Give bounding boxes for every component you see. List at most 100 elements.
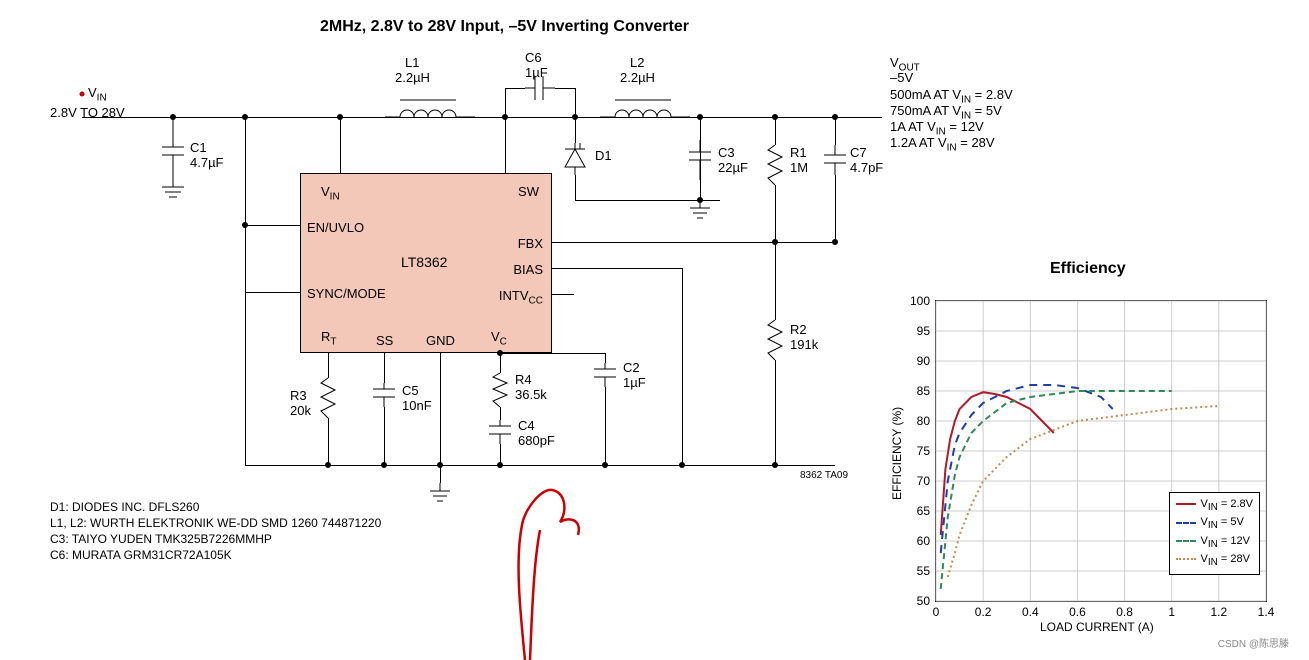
c4-value: 680pF xyxy=(518,433,555,448)
l1-value: 2.2µH xyxy=(395,70,430,85)
hand-annotation xyxy=(470,480,610,660)
pin-intvcc: INTVCC xyxy=(499,288,543,307)
l1-symbol xyxy=(385,90,475,120)
legend-row: VIN = 5V xyxy=(1176,515,1253,533)
l2-symbol xyxy=(600,90,690,120)
l2-name: L2 xyxy=(630,55,644,70)
wire-left-return xyxy=(245,292,246,465)
wire-fbx-rail xyxy=(552,242,835,243)
pin-bias: BIAS xyxy=(513,262,543,277)
c7-value: 4.7pF xyxy=(850,160,883,175)
vin-label: VIN xyxy=(88,85,107,104)
wire-c2-b xyxy=(605,387,606,465)
ytick: 70 xyxy=(917,474,936,488)
node-c7b xyxy=(832,239,838,245)
r2-symbol xyxy=(765,320,785,360)
wire-bias-drop xyxy=(682,268,683,465)
c4-symbol xyxy=(485,420,515,444)
node-c3t xyxy=(697,114,703,120)
wire-bottom-rail xyxy=(245,465,835,466)
c5-name: C5 xyxy=(402,383,419,398)
c1-name: C1 xyxy=(190,140,207,155)
ytick: 65 xyxy=(917,504,936,518)
ytick: 55 xyxy=(917,564,936,578)
ytick: 90 xyxy=(917,354,936,368)
wire-bias xyxy=(552,268,682,269)
node-vc xyxy=(497,350,503,356)
c5-value: 10nF xyxy=(402,398,432,413)
wire-rt xyxy=(328,353,329,378)
chart-title: Efficiency xyxy=(1050,260,1126,278)
wire-vc-to-c2-split xyxy=(500,353,605,354)
pin-fbx: FBX xyxy=(518,236,543,251)
drawing-tag: 8362 TA09 xyxy=(800,470,848,481)
r2-name: R2 xyxy=(790,322,807,337)
ytick: 80 xyxy=(917,414,936,428)
note-c6: C6: MURATA GRM31CR72A105K xyxy=(50,548,232,563)
xtick: 0.2 xyxy=(975,601,992,619)
pin-sw: SW xyxy=(518,184,539,199)
node-r3b xyxy=(325,462,331,468)
pin-vin: VIN xyxy=(321,184,340,203)
wire-c7-t xyxy=(835,117,836,145)
xtick: 0.4 xyxy=(1022,601,1039,619)
wire-r4-b xyxy=(500,407,501,420)
wire-c7-b xyxy=(835,175,836,242)
legend-row: VIN = 2.8V xyxy=(1176,497,1253,515)
r3-value: 20k xyxy=(290,403,311,418)
chip-part: LT8362 xyxy=(401,254,447,270)
ytick: 60 xyxy=(917,534,936,548)
xtick: 0.8 xyxy=(1116,601,1133,619)
chip-lt8362: VIN SW EN/UVLO SYNC/MODE FBX BIAS INTVCC… xyxy=(300,173,552,353)
c4-name: C4 xyxy=(518,418,535,433)
wire-r1-b xyxy=(775,185,776,242)
node-r1t xyxy=(772,114,778,120)
wire-gnd-stub xyxy=(440,465,441,483)
r3-symbol xyxy=(318,378,338,418)
r1-symbol xyxy=(765,145,785,185)
wire-c6-la xyxy=(505,88,525,89)
watermark: CSDN @陈思滕 xyxy=(1218,635,1289,650)
wire-r2-t xyxy=(775,242,776,320)
wire-ss xyxy=(384,353,385,383)
wire-to-en xyxy=(245,225,300,226)
c3-value: 22µF xyxy=(718,160,748,175)
wire-vin-pin xyxy=(340,117,341,173)
c6-name: C6 xyxy=(525,50,542,65)
xtick: 0 xyxy=(933,601,940,619)
c3-name: C3 xyxy=(718,145,735,160)
r1-name: R1 xyxy=(790,145,807,160)
note-c3: C3: TAIYO YUDEN TMK325B7226MMHP xyxy=(50,532,272,547)
xtick: 1.4 xyxy=(1258,601,1275,619)
chart-ylabel: EFFICIENCY (%) xyxy=(890,407,904,500)
legend-row: VIN = 12V xyxy=(1176,534,1253,552)
xtick: 1 xyxy=(1168,601,1175,619)
node-c7t xyxy=(832,114,838,120)
ytick: 85 xyxy=(917,384,936,398)
node-c1 xyxy=(170,114,176,120)
node-c3b xyxy=(697,197,703,203)
c7-symbol xyxy=(820,145,850,175)
pin-vc: VC xyxy=(491,329,507,348)
r4-value: 36.5k xyxy=(515,387,547,402)
c2-symbol xyxy=(590,363,620,387)
c2-name: C2 xyxy=(623,360,640,375)
pin-en: EN/UVLO xyxy=(307,220,364,235)
wire-pre-l1 xyxy=(340,117,385,118)
l1-name: L1 xyxy=(405,55,419,70)
node-en xyxy=(242,222,248,228)
xtick: 0.6 xyxy=(1069,601,1086,619)
wire-r2-b xyxy=(775,360,776,465)
ytick: 100 xyxy=(910,294,936,308)
l2-value: 2.2µH xyxy=(620,70,655,85)
xtick: 1.2 xyxy=(1211,601,1228,619)
pin-gnd: GND xyxy=(426,333,455,348)
gnd-mid xyxy=(688,200,712,222)
legend-row: VIN = 28V xyxy=(1176,552,1253,570)
pin-sync: SYNC/MODE xyxy=(307,286,386,301)
wire-d1-bot xyxy=(575,175,576,200)
chart-legend: VIN = 2.8VVIN = 5VVIN = 12VVIN = 28V xyxy=(1169,492,1260,575)
wire-sw-pin xyxy=(505,117,506,173)
wire-en-drop xyxy=(245,117,246,292)
note-d1: D1: DIODES INC. DFLS260 xyxy=(50,500,199,515)
